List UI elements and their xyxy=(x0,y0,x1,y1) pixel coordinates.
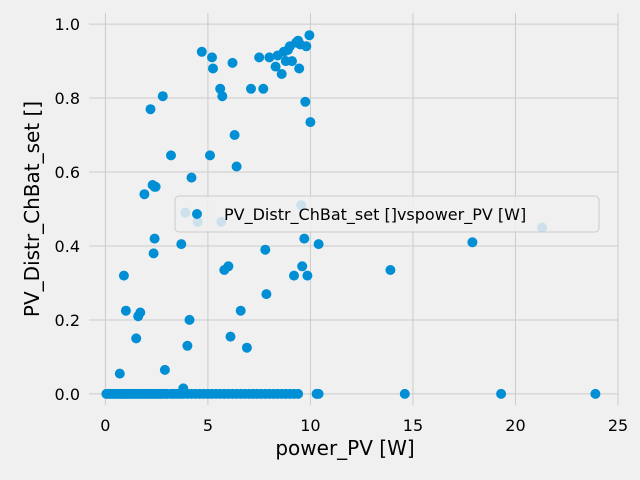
data-point xyxy=(223,261,234,272)
data-point xyxy=(182,340,193,351)
data-point xyxy=(399,388,410,399)
y-axis-label: PV_Distr_ChBat_set [] xyxy=(20,101,44,317)
data-point xyxy=(135,307,146,318)
data-point xyxy=(305,117,316,128)
data-point xyxy=(287,56,297,67)
data-point xyxy=(225,331,236,342)
data-point xyxy=(241,342,252,353)
data-point xyxy=(313,388,324,399)
data-point xyxy=(297,261,308,272)
data-point xyxy=(302,270,313,281)
x-tick-label: 10 xyxy=(300,416,320,435)
legend: PV_Distr_ChBat_set []vspower_PV [W] xyxy=(174,195,600,233)
data-point xyxy=(157,91,168,102)
y-tick-label: 0.4 xyxy=(55,237,80,256)
y-tick-label: 0.0 xyxy=(55,385,80,404)
data-point xyxy=(301,41,312,52)
y-tick-label: 1.0 xyxy=(55,15,80,34)
data-point xyxy=(176,239,187,250)
data-point xyxy=(207,52,217,63)
data-point xyxy=(229,130,240,140)
legend-marker xyxy=(192,209,202,219)
data-point xyxy=(118,270,129,281)
x-tick-label: 20 xyxy=(505,416,525,435)
data-point xyxy=(131,333,142,344)
data-point xyxy=(261,289,272,300)
x-axis-label: power_PV [W] xyxy=(275,436,414,460)
data-point xyxy=(148,248,159,259)
data-point xyxy=(184,314,195,325)
data-point xyxy=(150,181,161,192)
x-tick-label: 0 xyxy=(100,416,110,435)
x-tick-labels: 0 5 10 15 20 25 xyxy=(100,416,628,435)
data-point xyxy=(289,270,299,281)
data-point xyxy=(270,61,281,72)
data-point xyxy=(114,368,125,379)
x-tick-label: 5 xyxy=(203,416,213,435)
data-point xyxy=(145,104,156,115)
data-point xyxy=(264,52,275,63)
data-point xyxy=(196,46,207,57)
legend-label: PV_Distr_ChBat_set []vspower_PV [W] xyxy=(224,205,526,225)
data-point xyxy=(208,63,218,74)
data-point xyxy=(313,239,324,250)
data-point xyxy=(293,388,304,399)
data-point xyxy=(258,83,269,94)
data-points xyxy=(101,30,601,399)
data-point xyxy=(299,233,310,244)
y-tick-label: 0.8 xyxy=(55,89,80,108)
data-point xyxy=(166,150,176,161)
data-point xyxy=(231,161,242,172)
data-point xyxy=(496,388,507,399)
y-tick-labels: 0.0 0.2 0.4 0.6 0.8 1.0 xyxy=(55,15,80,404)
data-point xyxy=(149,233,160,244)
data-point xyxy=(120,305,131,316)
data-point xyxy=(260,244,271,255)
data-point xyxy=(205,150,215,161)
data-point xyxy=(467,237,478,248)
data-point xyxy=(217,91,228,102)
data-point xyxy=(139,189,150,200)
data-point xyxy=(254,52,265,63)
data-point xyxy=(590,388,601,399)
data-point xyxy=(227,57,238,68)
data-point xyxy=(159,364,170,375)
data-point xyxy=(186,172,197,183)
data-point xyxy=(178,383,189,394)
data-point xyxy=(235,305,246,316)
data-point xyxy=(385,265,396,275)
x-tick-label: 15 xyxy=(403,416,423,435)
y-tick-label: 0.6 xyxy=(55,163,80,182)
data-point xyxy=(276,69,287,79)
data-point xyxy=(246,83,256,94)
data-point xyxy=(294,63,305,74)
data-point xyxy=(300,96,311,107)
x-tick-label: 25 xyxy=(608,416,628,435)
data-point xyxy=(304,30,315,41)
y-tick-label: 0.2 xyxy=(55,311,80,330)
legend-box xyxy=(174,195,600,233)
